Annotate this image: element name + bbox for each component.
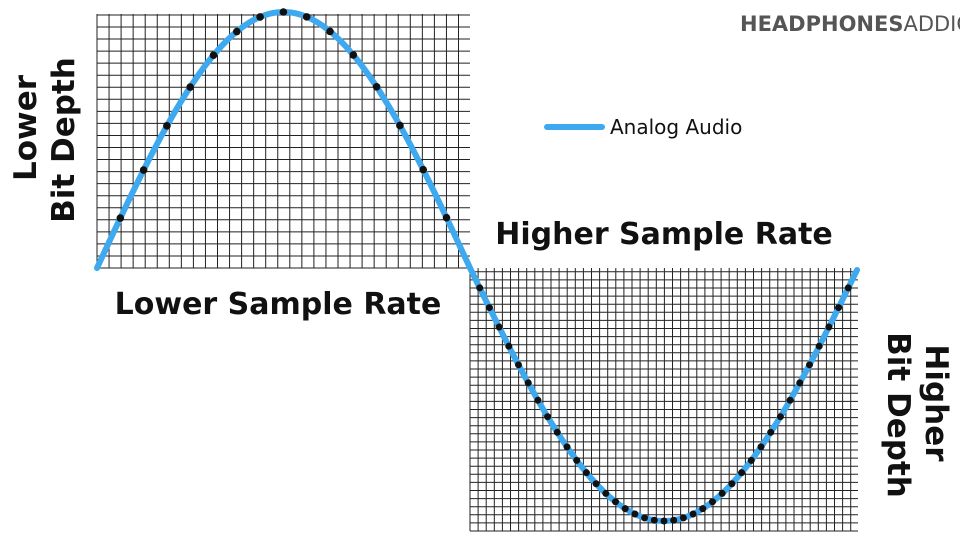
- sample-dot: [602, 489, 610, 497]
- sample-dot: [815, 342, 823, 350]
- sample-dot: [641, 514, 649, 522]
- sample-dot: [660, 517, 668, 525]
- sample-dot: [139, 166, 148, 174]
- sample-dot: [396, 121, 404, 130]
- sample-dot: [442, 213, 451, 222]
- sample-dot: [767, 428, 775, 436]
- sample-dot: [689, 510, 697, 518]
- sample-dot: [592, 480, 600, 488]
- sample-dot: [806, 361, 813, 369]
- legend-label: Analog Audio: [610, 115, 742, 139]
- analog-wave: [94, 9, 860, 524]
- sample-dot: [505, 342, 513, 350]
- sample-dot: [631, 510, 639, 518]
- sample-dot: [709, 498, 716, 506]
- sample-dot: [757, 443, 765, 451]
- sample-dot: [349, 51, 358, 59]
- sample-dot: [485, 304, 493, 312]
- sample-dot: [209, 51, 218, 60]
- sample-dot: [116, 214, 125, 222]
- brand-light: ADDICT: [903, 12, 960, 36]
- samples: [116, 8, 852, 525]
- sample-dot: [163, 122, 171, 130]
- sample-dot: [835, 304, 843, 312]
- right-axis-label: Bit Depth: [880, 332, 916, 498]
- sample-dot: [233, 27, 241, 36]
- sample-dot: [621, 505, 629, 513]
- sample-dot: [776, 413, 784, 421]
- sample-dot: [699, 505, 707, 513]
- brand: HEADPHONESADDICT: [740, 12, 960, 36]
- sample-dot: [524, 379, 532, 387]
- sample-dot: [302, 13, 311, 21]
- left-caption: Lower Sample Rate: [115, 287, 442, 322]
- right-caption: Higher Sample Rate: [495, 217, 833, 252]
- sample-dot: [825, 323, 833, 331]
- sample-dot: [679, 514, 687, 522]
- sample-dot: [738, 469, 746, 477]
- sample-dot: [786, 396, 794, 404]
- sample-dot: [844, 284, 852, 292]
- sample-dot: [796, 379, 804, 387]
- sample-dot: [326, 27, 334, 36]
- sample-dot: [419, 165, 428, 174]
- left-axis-label: Bit Depth: [46, 57, 82, 223]
- sample-dot: [563, 443, 571, 451]
- sample-dot: [747, 456, 755, 464]
- right-axis-label: Higher: [918, 344, 954, 462]
- sample-dot: [256, 13, 264, 21]
- sample-dot: [553, 428, 561, 436]
- sample-dot: [279, 8, 288, 16]
- grids: [96, 14, 858, 532]
- sample-dot: [650, 516, 658, 524]
- sample-dot: [534, 396, 542, 404]
- sample-dot: [718, 489, 726, 497]
- sample-dot: [186, 83, 194, 91]
- sample-dot: [515, 361, 522, 369]
- sample-dot: [476, 284, 484, 292]
- sample-dot: [728, 480, 736, 488]
- sample-dot: [612, 498, 619, 506]
- sample-dot: [372, 82, 381, 91]
- sample-dot: [495, 323, 503, 331]
- sample-dot: [582, 469, 590, 477]
- left-axis-label: Lower: [8, 74, 44, 181]
- sample-dot: [670, 516, 678, 524]
- brand-bold: HEADPHONES: [740, 12, 903, 36]
- sample-dot: [573, 456, 581, 464]
- sample-dot: [544, 413, 552, 421]
